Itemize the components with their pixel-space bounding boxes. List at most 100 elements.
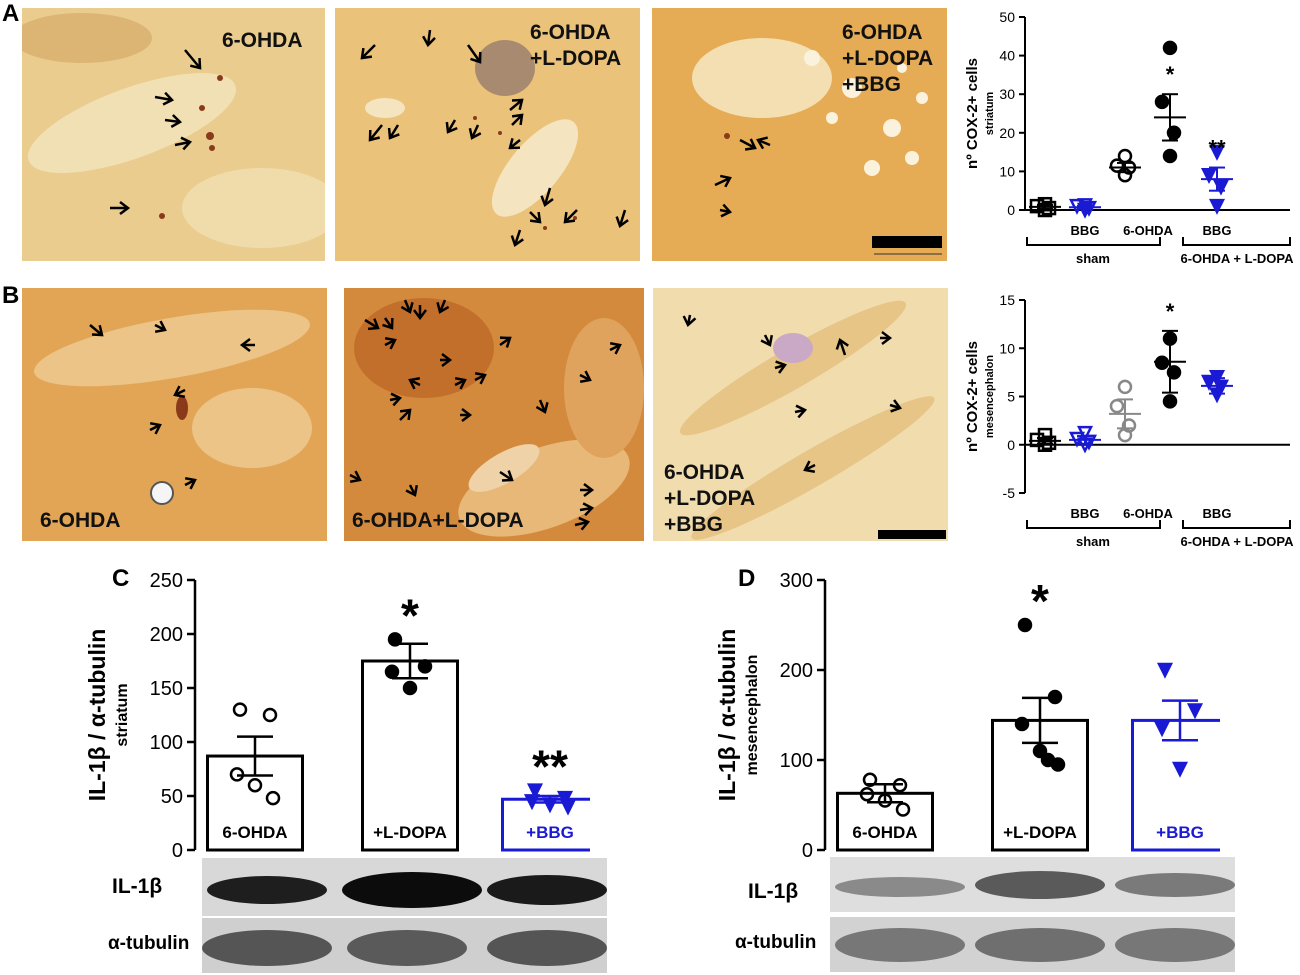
group-label: BBG bbox=[1071, 506, 1100, 521]
chart-d-il1b-mesencephalon: 0 100 200 300 IL-1β / α-tubulin mesencephalon… bbox=[714, 570, 1220, 860]
arrow-marker-55 bbox=[760, 334, 774, 347]
data-point bbox=[1109, 158, 1125, 173]
arrow-marker-9 bbox=[368, 124, 383, 142]
significance-mark: * bbox=[1166, 62, 1175, 87]
arrow-marker-13 bbox=[509, 98, 524, 111]
arrow-marker-33 bbox=[400, 299, 414, 314]
data-point bbox=[1166, 365, 1182, 380]
y-axis-sublabel: striatum bbox=[984, 92, 996, 136]
bar-category-label: +L-DOPA bbox=[1003, 823, 1077, 842]
arrow-marker-4 bbox=[174, 136, 193, 151]
data-point bbox=[1154, 94, 1170, 110]
data-point bbox=[1153, 721, 1171, 738]
data-point bbox=[1037, 427, 1053, 443]
bar-category-label: 6-OHDA bbox=[852, 823, 917, 842]
micrograph-b2-label: 6-OHDA+L-DOPA bbox=[352, 509, 524, 532]
data-point bbox=[1117, 148, 1133, 164]
arrow-marker-10 bbox=[387, 124, 400, 140]
arrow-marker-43 bbox=[474, 371, 487, 385]
arrow-marker-36 bbox=[384, 336, 397, 350]
arrow-marker-22 bbox=[714, 174, 732, 188]
arrow-marker-28 bbox=[173, 385, 186, 399]
data-point bbox=[1200, 168, 1218, 185]
blot-d-il1b bbox=[830, 857, 1235, 912]
y-tick-label: 5 bbox=[1007, 389, 1015, 405]
arrow-marker-45 bbox=[460, 408, 473, 422]
data-point bbox=[1117, 168, 1133, 183]
arrow-marker-18 bbox=[510, 229, 524, 247]
y-axis-sublabel: mesencephalon bbox=[984, 355, 996, 438]
bracket-sham bbox=[1026, 520, 1161, 529]
arrow-marker-5 bbox=[110, 201, 131, 215]
blot-c-il1b bbox=[202, 858, 607, 916]
y-axis-title: nº COX-2+ cells striatum bbox=[964, 58, 996, 169]
arrow-marker-29 bbox=[149, 421, 162, 435]
data-point bbox=[862, 772, 878, 788]
data-point bbox=[1032, 743, 1048, 759]
data-point bbox=[384, 664, 400, 680]
panel-letter-a: A bbox=[2, 0, 20, 27]
data-point bbox=[1121, 418, 1137, 433]
bracket-label: 6-OHDA + L-DOPA bbox=[1180, 251, 1294, 266]
bar-category-label: 6-OHDA bbox=[222, 823, 287, 842]
arrow-marker-1 bbox=[184, 49, 202, 70]
arrow-marker-41 bbox=[389, 392, 403, 407]
data-point bbox=[1109, 398, 1125, 414]
arrow-marker-47 bbox=[579, 370, 592, 384]
blot-d-tubulin bbox=[830, 917, 1235, 972]
panel-letter-d: D bbox=[738, 565, 756, 592]
arrow-marker-12 bbox=[468, 124, 482, 140]
group-label: BBG bbox=[1203, 223, 1232, 238]
arrow-marker-61 bbox=[803, 460, 816, 474]
y-tick-label: 150 bbox=[150, 678, 183, 700]
micrograph-a3 bbox=[652, 8, 947, 261]
y-tick-label: 10 bbox=[999, 163, 1015, 179]
data-point bbox=[229, 767, 245, 782]
data-point bbox=[265, 790, 281, 806]
data-point bbox=[556, 790, 574, 807]
arrow-marker-54 bbox=[682, 314, 697, 328]
arrow-marker-44 bbox=[535, 399, 549, 414]
panel-letter-b: B bbox=[2, 282, 20, 309]
bar-category-label: +BBG bbox=[1156, 823, 1204, 842]
arrow-marker-50 bbox=[579, 502, 595, 517]
arrow-marker-35 bbox=[436, 299, 450, 314]
data-point bbox=[1162, 331, 1178, 346]
arrow-marker-52 bbox=[405, 484, 419, 497]
data-point bbox=[1029, 198, 1045, 214]
arrow-marker-31 bbox=[364, 318, 380, 331]
data-point bbox=[247, 777, 263, 793]
arrow-overlay bbox=[89, 29, 902, 531]
y-axis-label: nº COX-2+ cells bbox=[964, 58, 981, 169]
bracket-label: sham bbox=[1076, 251, 1110, 266]
panel-letter-c: C bbox=[112, 565, 130, 592]
data-point bbox=[1208, 144, 1226, 161]
arrow-marker-39 bbox=[454, 376, 467, 390]
micrograph-a2-label: 6-OHDA +L-DOPA bbox=[530, 21, 622, 70]
data-point bbox=[1162, 394, 1178, 409]
arrow-marker-42 bbox=[399, 408, 412, 421]
y-axis-title: nº COX-2+ cells mesencephalon bbox=[964, 341, 996, 452]
data-point bbox=[1040, 752, 1056, 768]
data-point bbox=[1212, 179, 1230, 196]
y-tick-label: 100 bbox=[780, 750, 813, 772]
y-axis-label: IL-1β / α-tubulin bbox=[714, 629, 740, 802]
significance-mark: * bbox=[1031, 575, 1049, 627]
blot-c-band1-label: IL-1β bbox=[112, 875, 163, 898]
y-tick-label: 0 bbox=[172, 840, 183, 860]
data-point bbox=[1068, 431, 1086, 448]
arrow-marker-56 bbox=[774, 360, 787, 374]
data-point bbox=[1208, 198, 1226, 215]
arrow-marker-34 bbox=[413, 305, 427, 321]
data-point bbox=[526, 783, 544, 800]
data-point bbox=[1017, 617, 1033, 633]
data-point bbox=[1208, 369, 1226, 386]
micrograph-b3-label: 6-OHDA +L-DOPA +BBG bbox=[664, 461, 756, 536]
arrow-marker-37 bbox=[499, 336, 512, 348]
significance-mark: ** bbox=[532, 741, 568, 793]
data-point bbox=[1047, 689, 1063, 705]
arrow-marker-48 bbox=[609, 341, 622, 355]
data-point bbox=[541, 797, 559, 814]
y-tick-label: 0 bbox=[1007, 202, 1015, 218]
micrograph-a2 bbox=[335, 8, 640, 261]
